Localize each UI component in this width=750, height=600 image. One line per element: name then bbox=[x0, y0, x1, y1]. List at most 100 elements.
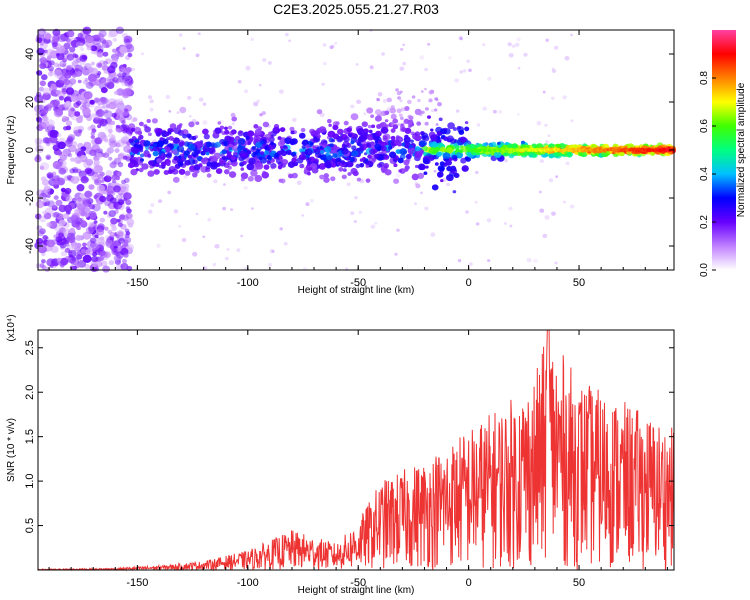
spectrogram-cell bbox=[359, 147, 365, 152]
spectrogram-cell bbox=[396, 91, 402, 96]
spectrogram-cell bbox=[39, 57, 48, 64]
spectrogram-cell bbox=[359, 163, 365, 168]
spectrogram-cell bbox=[503, 222, 507, 225]
spectrogram-cell bbox=[150, 146, 154, 149]
spectrogram-cell bbox=[279, 155, 283, 160]
spectrogram-cell bbox=[181, 129, 189, 136]
spectrogram-cell bbox=[42, 210, 47, 215]
spectrogram-cell bbox=[346, 182, 351, 187]
spectrogram-cell bbox=[443, 136, 449, 141]
spectrogram-cell bbox=[178, 33, 183, 37]
x-tick-label: 50 bbox=[573, 277, 585, 289]
spectrogram-cell bbox=[404, 134, 409, 139]
spectrogram-cell bbox=[58, 95, 64, 101]
spectrogram-cell bbox=[138, 167, 144, 173]
spectrogram-cell bbox=[167, 130, 172, 135]
spectrogram-cell bbox=[353, 220, 357, 223]
spectrogram-cell bbox=[119, 46, 128, 54]
spectrogram-cell bbox=[253, 124, 259, 129]
spectrogram-cell bbox=[48, 220, 58, 229]
colorbar-ticks: 0.0 0.2 0.4 0.6 0.8 bbox=[699, 71, 716, 277]
spectrogram-cell bbox=[117, 162, 124, 168]
spectrogram-cell bbox=[161, 161, 167, 167]
spectrogram-cell bbox=[108, 156, 113, 161]
spectrogram-cell bbox=[70, 214, 79, 223]
x-tick-label: -150 bbox=[126, 277, 148, 289]
spectrogram-cell bbox=[89, 237, 97, 244]
spectrogram-cell bbox=[96, 62, 103, 69]
spectrogram-cell bbox=[156, 140, 164, 147]
spectrogram-cell bbox=[366, 133, 375, 141]
spectrogram-cell bbox=[301, 145, 306, 149]
spectrogram-cell bbox=[461, 165, 469, 172]
spectrogram-cell bbox=[124, 132, 131, 139]
spectrogram-cell bbox=[52, 160, 62, 170]
spectrogram-cell bbox=[116, 171, 122, 177]
spectrogram-cell bbox=[43, 185, 51, 192]
spectrogram-cell bbox=[577, 151, 584, 157]
spectrogram-cell bbox=[434, 108, 438, 112]
spectrogram-cell bbox=[36, 47, 45, 56]
spectrogram-cell bbox=[329, 45, 334, 50]
spectrogram-cell bbox=[374, 143, 382, 150]
spectrogram-cell bbox=[97, 201, 103, 206]
spectrogram-cell bbox=[474, 200, 478, 204]
colorbar-tick-label: 0.8 bbox=[699, 71, 710, 85]
spectrogram-cell bbox=[119, 213, 128, 221]
spectrogram-cell bbox=[79, 193, 85, 199]
spectrogram-cell bbox=[328, 123, 332, 127]
spectrogram-cell bbox=[304, 148, 313, 156]
spectrogram-cell bbox=[361, 121, 368, 127]
spectrogram-cell bbox=[246, 163, 255, 171]
spectrogram-cell bbox=[178, 168, 186, 175]
x-tick-label: -150 bbox=[126, 577, 148, 589]
spectrogram-cell bbox=[487, 259, 491, 263]
spectrogram-cell bbox=[532, 153, 537, 158]
spectrogram-cell bbox=[400, 47, 404, 51]
spectrogram-cell bbox=[82, 242, 87, 247]
spectrogram-cell bbox=[183, 141, 190, 147]
spectrogram-cell bbox=[482, 43, 486, 47]
spectrogram-cell bbox=[186, 133, 192, 139]
spectrogram-cell bbox=[71, 72, 78, 78]
spectrogram-cell bbox=[332, 133, 340, 140]
spectrogram-cell bbox=[92, 203, 101, 212]
spectrogram-cell bbox=[554, 261, 558, 265]
spectrogram-cell bbox=[318, 163, 326, 170]
spectrogram-cell bbox=[75, 70, 83, 77]
spectrogram-cell bbox=[459, 37, 463, 41]
spectrogram-cell bbox=[137, 130, 143, 135]
spectrogram-cell bbox=[55, 236, 63, 243]
spectrogram-cell bbox=[570, 33, 573, 37]
spectrogram-cell bbox=[163, 170, 170, 175]
spectrogram-cell bbox=[558, 143, 566, 150]
spectrogram-cell bbox=[367, 154, 372, 159]
spectrogram-cell bbox=[90, 135, 96, 139]
spectrogram-cell bbox=[442, 152, 451, 160]
spectrogram-cell bbox=[75, 41, 84, 49]
spectrogram-cell bbox=[248, 157, 256, 165]
spectrogram-cell bbox=[176, 145, 185, 153]
spectrogram-cell bbox=[253, 101, 259, 107]
y-tick-label: -40 bbox=[24, 238, 36, 254]
spectrogram-cell bbox=[132, 147, 140, 155]
spectrogram-cell bbox=[122, 136, 129, 143]
spectrogram-cell bbox=[214, 141, 221, 148]
spectrogram-cell bbox=[240, 234, 244, 238]
spectrogram-cell bbox=[487, 76, 492, 81]
spectrogram-cell bbox=[78, 115, 83, 119]
spectrogram-cell bbox=[427, 115, 431, 119]
spectrogram-cell bbox=[240, 167, 245, 171]
spectrogram-cell bbox=[59, 166, 69, 174]
spectrogram-cell bbox=[407, 99, 412, 105]
spectrogram-cell bbox=[59, 257, 69, 266]
spectrogram-cell bbox=[539, 208, 545, 213]
spectrogram-cell bbox=[566, 151, 573, 158]
spectrogram-cell bbox=[70, 157, 75, 162]
spectrogram-cell bbox=[264, 150, 270, 156]
spectrogram-cell bbox=[428, 98, 433, 103]
spectrogram-cell bbox=[65, 87, 75, 95]
colorbar-tick-label: 0.0 bbox=[699, 263, 710, 277]
spectrogram-cell bbox=[90, 45, 98, 52]
spectrogram-cell bbox=[386, 97, 392, 103]
